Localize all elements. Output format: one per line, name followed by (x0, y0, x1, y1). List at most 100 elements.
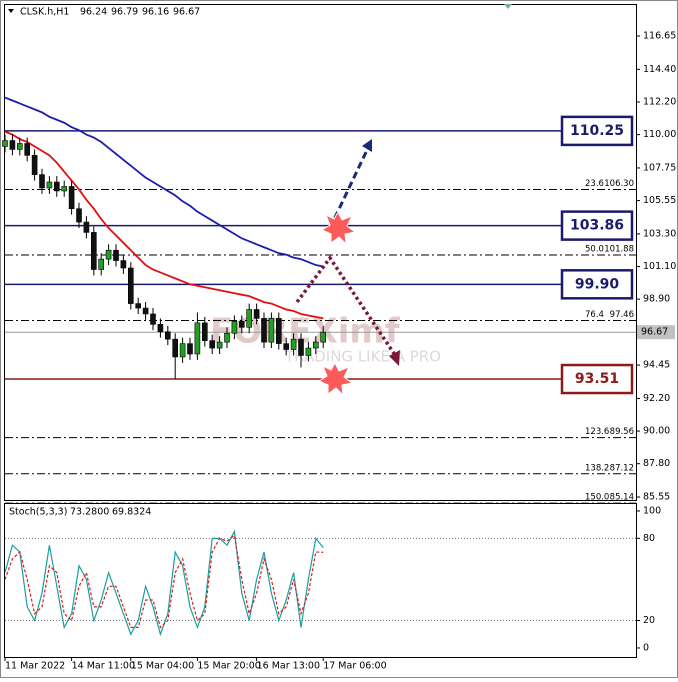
watermark: TRADING LIKE A PRO (284, 348, 441, 366)
ohlc-value: 96.24 (80, 7, 107, 18)
fib-price: 97.46 (610, 310, 634, 320)
current-price-label: 96.67 (641, 327, 668, 338)
candle-body (76, 208, 82, 223)
y-tick-label: 105.55 (643, 195, 676, 206)
candle-body (194, 322, 201, 355)
y-tick-label: 103.30 (643, 228, 676, 239)
stoch-line (4, 534, 324, 629)
fib-ratio: 150.0 (585, 493, 609, 503)
y-tick-label: 85.55 (643, 492, 670, 503)
y-tick-label: 112.20 (643, 96, 676, 107)
y-tick-label: 92.20 (643, 393, 670, 404)
scenario-arrows (295, 139, 400, 397)
candle-body (231, 321, 238, 334)
candle-body (246, 309, 252, 328)
menu-icon (8, 9, 14, 13)
level-box (560, 115, 634, 147)
moving-average (4, 130, 324, 320)
candle-body (68, 186, 75, 210)
arrow-head (389, 350, 400, 366)
candle-body (83, 221, 90, 233)
candle-body (165, 331, 171, 340)
candle-body (305, 347, 312, 356)
y-tick-label: 20 (643, 615, 655, 626)
candle-body (46, 181, 53, 189)
candle-body (261, 318, 267, 343)
stoch-title: Stoch(5,3,3) (9, 507, 67, 518)
candle-body (120, 260, 127, 269)
starburst (317, 361, 354, 397)
candle-body (113, 249, 119, 261)
candle-body (320, 331, 327, 343)
x-tick-label: 15 Mar 04:00 (131, 661, 194, 672)
x-tick-label: 15 Mar 20:00 (197, 661, 260, 672)
current-price-box (637, 325, 675, 340)
candle-body (16, 143, 23, 150)
candle-body (224, 332, 230, 343)
y-tick-label: 110.00 (643, 129, 676, 140)
fib-ratio: 76.4 (585, 310, 604, 320)
starburst (320, 210, 357, 246)
stoch-readout: 73.2800 (70, 507, 109, 518)
candle-body (128, 267, 134, 304)
candle-body (39, 174, 45, 189)
candle-body (142, 307, 149, 315)
candle-body (172, 338, 178, 358)
y-tick-label: 90.00 (643, 426, 670, 437)
fib-price: 89.56 (610, 427, 634, 437)
x-tick-label: 11 Mar 2022 (5, 661, 65, 672)
y-tick-label: 107.75 (643, 162, 676, 173)
candle-body (150, 313, 156, 325)
fib-price: 106.30 (604, 179, 634, 189)
candle-body (202, 322, 208, 341)
moving-average (4, 96, 324, 268)
y-tick-label: 116.65 (643, 31, 676, 42)
candle-body (275, 318, 282, 344)
candle-body (9, 140, 16, 150)
fib-price: 87.12 (610, 463, 634, 473)
fib-price: 85.14 (610, 493, 634, 503)
x-tick-label: 16 Mar 13:00 (257, 661, 320, 672)
level-box (560, 210, 634, 241)
candle-body (135, 303, 141, 309)
candle-body (283, 343, 290, 350)
level-label: 110.25 (570, 123, 624, 139)
fib-ratio: 50.0 (585, 244, 604, 254)
y-tick-label: 100 (643, 505, 661, 516)
fib-ratio: 123.6 (585, 427, 609, 437)
candle-body (105, 249, 112, 260)
candle-body (312, 341, 319, 349)
ohlc-value: 96.79 (111, 7, 138, 18)
stoch-readout: 69.8324 (112, 507, 151, 518)
symbol: CLSK.h,H1 (20, 7, 69, 18)
y-tick-label: 101.10 (643, 261, 676, 272)
candle-body (187, 343, 193, 355)
watermark: FOREXimf (210, 312, 401, 352)
down-arrow (295, 254, 397, 356)
candle-body (98, 258, 104, 270)
y-tick-label: 94.45 (643, 360, 670, 371)
x-tick-label: 17 Mar 06:00 (323, 661, 386, 672)
level-box (560, 269, 634, 300)
x-tick-label: 14 Mar 11:00 (72, 661, 135, 672)
candle-body (157, 324, 164, 333)
scroll-marker (504, 4, 512, 9)
fib-price: 101.88 (604, 244, 634, 254)
level-label: 99.90 (575, 276, 620, 292)
level-label: 103.86 (570, 218, 624, 234)
candle-body (239, 321, 245, 328)
main-panel (4, 4, 637, 501)
y-tick-label: 98.90 (643, 294, 670, 305)
candle-body (179, 343, 186, 358)
candle-body (253, 309, 260, 319)
ohlc-value: 96.16 (142, 7, 169, 18)
candle-body (24, 143, 31, 156)
candle-body (31, 155, 38, 175)
arrow-head (362, 139, 372, 152)
y-tick-label: 80 (643, 533, 655, 544)
candle-body (61, 186, 68, 192)
ohlc-value: 96.67 (173, 7, 200, 18)
level-label: 93.51 (575, 371, 619, 387)
fib-ratio: 23.6 (585, 179, 604, 189)
candle-body (298, 338, 304, 356)
